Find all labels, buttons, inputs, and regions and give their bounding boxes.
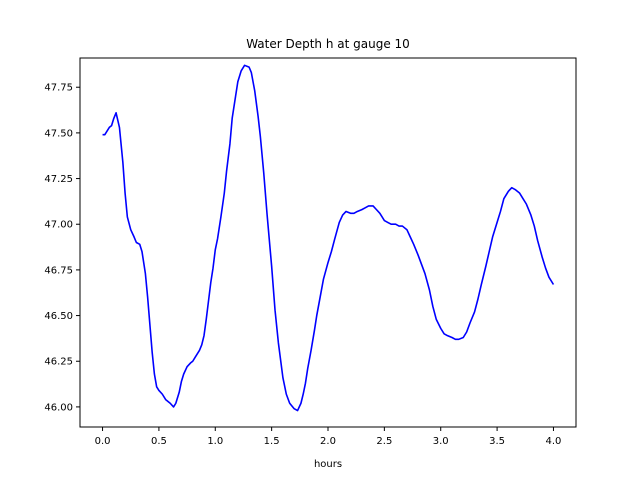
x-tick-label: 2.0	[320, 436, 336, 447]
x-tick-label: 4.0	[546, 436, 562, 447]
plot-area	[102, 64, 555, 412]
y-tick-label: 46.50	[44, 311, 73, 322]
x-tick-label: 3.5	[489, 436, 505, 447]
x-tick-label: 0.0	[95, 436, 111, 447]
y-tick-label: 46.00	[44, 402, 73, 413]
x-tick-label: 2.5	[376, 436, 392, 447]
y-tick-label: 46.25	[44, 357, 73, 368]
y-tick-label: 47.00	[44, 220, 73, 231]
x-axis-label: hours	[314, 459, 342, 470]
y-axis: 46.00 46.25 46.50 46.75 47.00 47.25 47.50 47.75	[44, 83, 80, 413]
y-tick-label: 47.50	[44, 128, 73, 139]
x-axis: 0.0 0.5 1.0 1.5 2.0 2.5 3.0 3.5 4.0	[95, 427, 562, 447]
x-tick-label: 0.5	[151, 436, 167, 447]
series-line-0	[102, 64, 555, 412]
plot-frame	[79, 57, 577, 428]
chart-title: Water Depth h at gauge 10	[246, 37, 410, 51]
y-tick-label: 47.75	[44, 83, 73, 94]
y-tick-label: 46.75	[44, 265, 73, 276]
x-tick-label: 1.0	[207, 436, 223, 447]
x-tick-label: 3.0	[433, 436, 449, 447]
x-tick-label: 1.5	[264, 436, 280, 447]
y-tick-label: 47.25	[44, 174, 73, 185]
